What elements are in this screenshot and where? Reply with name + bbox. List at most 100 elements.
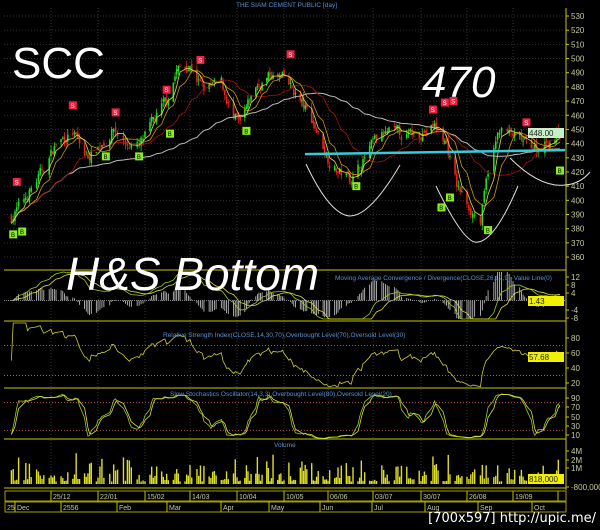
candle-body <box>160 103 163 115</box>
volume-bar <box>506 473 508 484</box>
candle <box>37 170 40 184</box>
candle <box>333 164 336 172</box>
candle <box>363 154 366 163</box>
candle-body <box>122 135 125 141</box>
rsi-line <box>11 322 561 388</box>
date-label: 03/07 <box>375 494 393 501</box>
price-tick-label: 510 <box>571 40 585 49</box>
volume-bar <box>473 469 476 484</box>
marker-label: S <box>451 100 455 106</box>
candle-body <box>258 84 260 86</box>
volume-bar <box>78 478 81 484</box>
candle <box>60 139 62 148</box>
candle-body <box>425 130 427 133</box>
volume-bar <box>423 471 426 484</box>
candle-body <box>196 69 198 83</box>
volume-bar <box>311 463 313 484</box>
ma-25-line <box>11 79 561 224</box>
volume-bar <box>352 467 354 484</box>
volume-bar <box>112 464 115 484</box>
candle-body <box>103 142 105 146</box>
month-label: Aug <box>427 505 440 512</box>
candle <box>272 71 274 80</box>
volume-bar <box>338 477 341 484</box>
volume-bar <box>75 453 77 484</box>
candle <box>162 95 165 107</box>
candle-body <box>327 155 329 164</box>
volume-bar <box>256 457 259 484</box>
candle <box>142 134 144 146</box>
volume-bar <box>375 480 378 484</box>
candle-body <box>294 93 297 95</box>
volume-bar <box>393 480 396 484</box>
volume-bar <box>524 480 526 484</box>
candle-body <box>172 82 175 102</box>
candle <box>269 67 271 81</box>
candle-body <box>302 97 305 108</box>
candle <box>457 180 460 191</box>
candle-body <box>530 139 533 149</box>
candle-body <box>244 109 246 119</box>
rsi-tick-label: 20 <box>571 379 580 388</box>
candle-body <box>73 132 76 135</box>
candle-body <box>525 135 528 139</box>
candle-body <box>43 171 45 173</box>
panel-frames <box>4 8 567 490</box>
candle-body <box>395 126 397 129</box>
volume-bar <box>90 462 92 484</box>
volume-bar <box>388 481 390 484</box>
marker-box <box>449 97 458 106</box>
volume-bar <box>422 475 424 484</box>
candle-body <box>60 139 62 143</box>
volume-bar <box>304 464 306 484</box>
volume-bar <box>525 480 528 484</box>
volume-bar <box>30 477 32 484</box>
candle-body <box>468 204 470 211</box>
volume-bar <box>116 469 119 484</box>
sell-signal-marker: S <box>440 98 449 107</box>
candle-body <box>108 140 111 148</box>
rsi-title: Relative Strength Index(CLOSE,14,30,70),… <box>163 332 405 339</box>
candle-body <box>545 140 548 144</box>
candle <box>224 89 226 101</box>
candle <box>165 93 168 108</box>
volume-bar <box>227 479 229 484</box>
marker-label: B <box>137 155 141 161</box>
candle-body <box>373 135 376 139</box>
price-tick-label: 410 <box>571 182 585 191</box>
candle <box>144 130 146 139</box>
candle-body <box>466 190 468 205</box>
candle-body <box>304 105 306 110</box>
candle-body <box>372 138 374 140</box>
volume-bar <box>400 465 403 484</box>
volume-readout: 818,000 <box>528 474 564 484</box>
sell-signal-marker: S <box>428 105 437 114</box>
volume-bar <box>430 480 432 484</box>
buy-signal-marker: B <box>445 193 454 202</box>
month-label: Sep <box>480 505 493 512</box>
marker-label: S <box>71 104 75 110</box>
candle-body <box>61 137 64 139</box>
date-cell <box>557 490 567 502</box>
candle-body <box>345 173 348 176</box>
candle-body <box>175 69 178 74</box>
candle-body <box>532 148 534 150</box>
candle <box>83 141 86 158</box>
candle <box>454 152 456 177</box>
candle <box>485 176 487 195</box>
candle-body <box>75 132 77 135</box>
volume-bar <box>83 473 86 484</box>
neckline <box>304 148 566 156</box>
candle-body <box>418 134 421 138</box>
candle <box>301 97 303 107</box>
buy-signal-marker: B <box>101 152 110 161</box>
candle-body <box>17 201 20 207</box>
candle <box>289 78 292 89</box>
volume-bar <box>248 480 251 484</box>
candle-body <box>259 86 262 89</box>
volume-bar <box>198 475 200 484</box>
candle-body <box>323 146 326 156</box>
candle-body <box>400 136 403 140</box>
date-label: 15/02 <box>147 494 165 501</box>
macd-signal-line <box>11 273 561 320</box>
